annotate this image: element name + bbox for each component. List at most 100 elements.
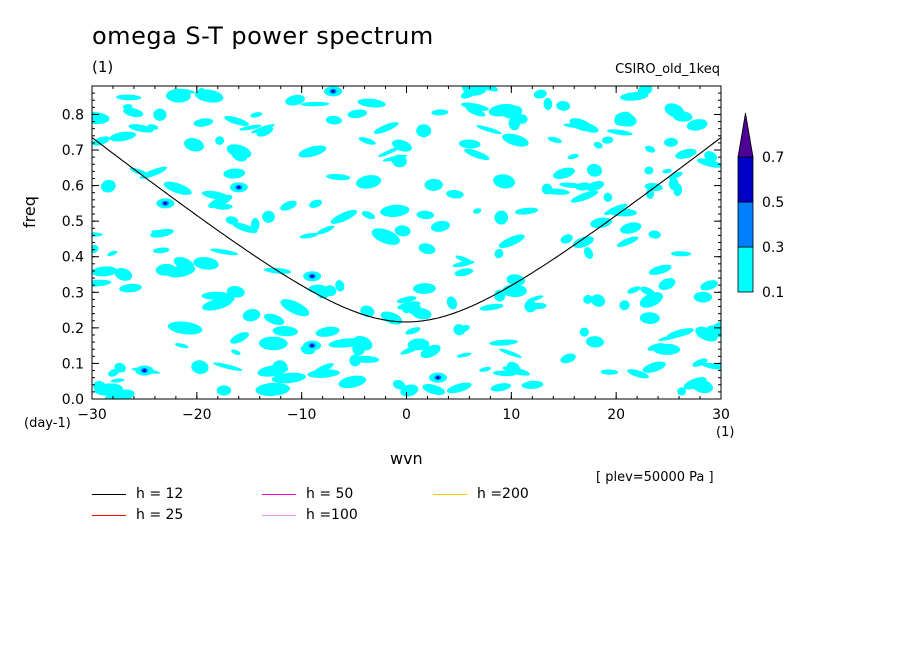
contour-patch — [489, 339, 518, 346]
contour-patch — [215, 136, 225, 145]
contour-patch — [373, 122, 399, 134]
contour-patch — [263, 313, 285, 325]
contour-patch — [543, 97, 553, 111]
contour-patch — [502, 133, 529, 147]
contour-patch — [400, 384, 419, 397]
contour-patch — [255, 382, 290, 396]
contour-patch — [230, 332, 250, 344]
contour-patch — [616, 236, 639, 247]
contour-patch — [272, 326, 298, 337]
y-tick-label: 0.1 — [62, 356, 84, 372]
contour-patch — [446, 189, 464, 199]
contour-patch — [702, 362, 721, 370]
contour-patch — [309, 199, 323, 208]
contour-patch — [603, 192, 613, 202]
contour-patch — [174, 343, 189, 349]
contour-patch — [224, 116, 249, 126]
contour-patch — [195, 89, 224, 103]
contour-patch — [116, 94, 142, 101]
contour-patch — [627, 369, 649, 379]
contour-patch — [494, 248, 504, 259]
contour-patch — [697, 327, 721, 338]
contour-patch — [693, 291, 713, 303]
contour-patch — [455, 255, 473, 264]
contour-patch — [378, 146, 401, 158]
contour-patch — [210, 248, 239, 256]
colorbar-extend-arrow — [737, 112, 754, 158]
contour-patch — [299, 232, 319, 239]
y-axis-unit: (day-1) — [24, 416, 71, 431]
contour-patch — [673, 183, 683, 197]
contour-patch — [454, 268, 474, 277]
contour-patch — [639, 292, 664, 308]
contour-patch — [418, 243, 436, 255]
contour-patch — [361, 211, 376, 220]
contour-patch — [700, 280, 718, 291]
contour-patch — [324, 285, 337, 297]
colorbar-label: 0.5 — [762, 195, 784, 211]
contour-patch — [648, 264, 672, 275]
contour-patch — [280, 299, 310, 317]
contour-patch — [271, 372, 306, 384]
contour-patch — [446, 296, 458, 310]
contour-patch — [479, 86, 499, 92]
contour-patch — [575, 182, 591, 191]
contour-patch — [675, 148, 697, 159]
contour-patch — [586, 336, 604, 348]
contour-patch — [223, 168, 246, 179]
contour-patch — [110, 378, 125, 383]
colorbar-segment — [737, 156, 754, 203]
y-tick-label: 0.6 — [62, 179, 84, 195]
contour-patch — [645, 188, 655, 199]
contour-patch-high — [310, 274, 314, 278]
dispersion-curve-layer — [92, 137, 721, 323]
y-axis-label: freq — [20, 196, 39, 228]
contour-patch — [184, 138, 204, 152]
contour-patch — [620, 222, 642, 234]
contour-patch — [166, 264, 196, 278]
contour-patch — [107, 368, 120, 377]
contour-patch — [533, 89, 547, 99]
contour-patch — [335, 280, 345, 292]
contour-patch — [166, 89, 191, 103]
legend-swatch — [92, 493, 126, 495]
contour-patch — [644, 166, 654, 175]
contour-patch — [461, 86, 482, 96]
contour-patch — [619, 92, 649, 101]
contour-patch — [163, 181, 192, 195]
contour-patch — [422, 384, 446, 395]
contour-patch — [458, 139, 481, 149]
contour-patch — [226, 285, 245, 298]
contour-patch — [153, 108, 167, 121]
contour-patch — [506, 361, 520, 373]
dispersion-curve-h12 — [92, 137, 721, 323]
contour-patch — [352, 342, 365, 356]
contour-patch — [601, 136, 614, 144]
contour-patch — [92, 232, 103, 237]
subtitle-right: CSIRO_old_1keq — [615, 62, 720, 77]
contour-patch — [586, 163, 603, 177]
contour-patch — [406, 302, 422, 315]
axis-ticks: −30 −20 −10 0 10 20 30 0.0 0.1 0.2 0.3 0.4 0.5 0.6 0.7… — [62, 85, 730, 423]
contour-patch — [338, 375, 367, 389]
y-tick-label: 0.3 — [62, 285, 84, 301]
subtitle-left: (1) — [92, 58, 114, 76]
y-tick-label: 0.7 — [62, 143, 84, 159]
contour-patch — [494, 210, 509, 225]
contour-patch — [312, 363, 334, 375]
colorbar: 0.1 0.3 0.5 0.7 — [737, 112, 784, 301]
contour-patch — [214, 203, 233, 210]
contour-patch — [668, 171, 683, 180]
contour-patch — [572, 236, 594, 248]
contour-patch — [647, 343, 665, 351]
contour-patch — [167, 321, 203, 335]
contour-patch — [151, 229, 173, 235]
contour-patch — [92, 244, 99, 254]
contour-patch — [642, 361, 666, 373]
contour-patch — [664, 103, 685, 118]
contour-patch — [604, 203, 628, 216]
contour-patch — [664, 137, 678, 147]
contour-patch — [541, 183, 553, 195]
legend-swatch — [92, 514, 126, 516]
legend-label: h = 50 — [306, 486, 354, 502]
